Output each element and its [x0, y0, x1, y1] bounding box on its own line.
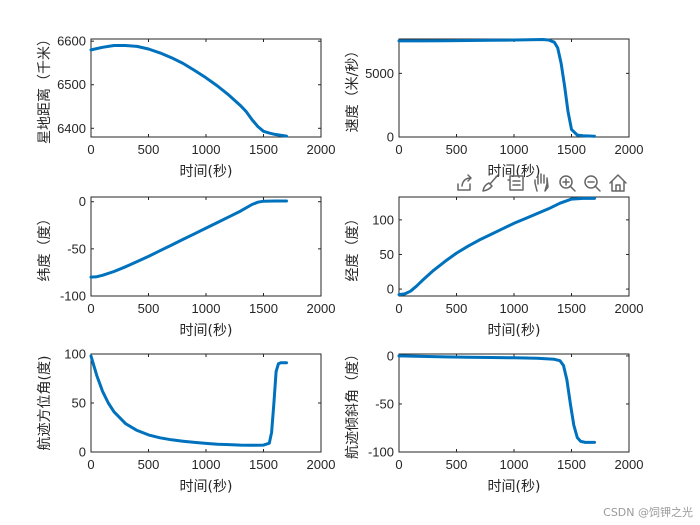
x-tick-label: 1500	[557, 142, 586, 157]
x-tick-label: 2000	[615, 142, 644, 157]
x-tick-label: 0	[395, 142, 402, 157]
series-line-1	[89, 354, 288, 447]
home-icon[interactable]	[607, 172, 629, 194]
x-tick-label: 1000	[500, 457, 529, 472]
x-axis-label: 时间(秒)	[180, 323, 233, 339]
x-tick-label: 2000	[307, 457, 336, 472]
y-tick-label: -50	[375, 396, 394, 411]
y-axis-label: 速度（米/秒）	[345, 44, 361, 133]
y-axis-label: 航迹方位角(度)	[37, 356, 53, 451]
x-axis-label: 时间(秒)	[180, 479, 233, 495]
plot-box	[90, 38, 322, 138]
y-tick-label: 100	[64, 347, 86, 362]
series-line-1	[397, 196, 596, 297]
plot-box	[90, 196, 322, 297]
y-tick-label: 0	[79, 445, 86, 460]
y-tick-label: 0	[387, 348, 394, 363]
x-tick-label: 500	[446, 301, 468, 316]
x-tick-label: 1000	[192, 457, 221, 472]
x-axis-label: 时间(秒)	[180, 164, 233, 180]
series-line-1	[397, 38, 596, 138]
subplot-2[interactable]: 0 500 1000 1500 2000 0 5000 时间(秒) 速度（米/秒）	[345, 38, 644, 180]
x-tick-label: 500	[138, 301, 160, 316]
x-axis-label: 时间(秒)	[488, 164, 541, 180]
y-tick-label: 6600	[57, 34, 86, 49]
zoom-in-icon[interactable]	[556, 172, 578, 194]
y-tick-label: 0	[79, 194, 86, 209]
x-axis-label: 时间(秒)	[488, 479, 541, 495]
subplot-1[interactable]: 0 500 1000 1500 2000 6400 6500 6600 时间(秒) 星地距离（千米…	[36, 32, 335, 180]
x-tick-label: 1000	[500, 301, 529, 316]
y-tick-label: 6500	[57, 77, 86, 92]
x-tick-label: 500	[446, 142, 468, 157]
y-tick-label: -100	[60, 289, 86, 304]
x-tick-label: 2000	[307, 142, 336, 157]
x-tick-label: 1500	[557, 457, 586, 472]
x-tick-label: 1000	[192, 301, 221, 316]
subplot-5[interactable]: 0 500 1000 1500 2000 0 50 100 时间(秒) 航迹方位角(度)	[37, 347, 335, 496]
x-tick-label: 1500	[557, 301, 586, 316]
y-tick-label: -100	[368, 445, 394, 460]
pan-icon[interactable]	[531, 172, 553, 194]
x-tick-label: 0	[395, 457, 402, 472]
y-axis-label: 星地距离（千米）	[36, 32, 53, 144]
x-tick-label: 0	[395, 301, 402, 316]
y-tick-label: 0	[387, 282, 394, 297]
x-tick-label: 1000	[192, 142, 221, 157]
series-line-1	[89, 44, 288, 138]
series-line-1	[397, 354, 596, 444]
subplot-4[interactable]: 0 500 1000 1500 2000 0 50 100 时间(秒) 经度（度）	[345, 196, 644, 339]
subplot-3[interactable]: 0 500 1000 1500 2000 -100 -50 0 时间(秒) 纬度（度）	[37, 194, 335, 339]
x-tick-label: 0	[87, 142, 94, 157]
x-tick-label: 500	[138, 142, 160, 157]
plot-box	[398, 38, 630, 138]
plot-box	[398, 196, 630, 297]
data-tips-icon[interactable]	[505, 172, 527, 194]
plot-box	[398, 353, 630, 453]
subplot-6[interactable]: 0 500 1000 1500 2000 -100 -50 0 时间(秒) 航迹倾斜角（度）	[345, 347, 643, 495]
export-icon[interactable]	[454, 172, 476, 194]
y-tick-label: -50	[67, 241, 86, 256]
y-tick-label: 50	[72, 396, 86, 411]
x-tick-label: 500	[138, 457, 160, 472]
axes-toolbar[interactable]	[454, 172, 629, 194]
x-tick-label: 0	[87, 457, 94, 472]
y-tick-label: 50	[380, 247, 394, 262]
watermark: CSDN @饲钾之光	[603, 505, 693, 519]
x-tick-label: 1000	[500, 142, 529, 157]
x-tick-label: 1500	[249, 301, 278, 316]
x-tick-label: 2000	[307, 301, 336, 316]
y-tick-label: 100	[372, 212, 394, 227]
x-axis-label: 时间(秒)	[488, 323, 541, 339]
x-tick-label: 2000	[615, 301, 644, 316]
y-tick-label: 6400	[57, 121, 86, 136]
x-tick-label: 0	[87, 301, 94, 316]
y-tick-label: 5000	[365, 66, 394, 81]
x-tick-label: 2000	[615, 457, 644, 472]
x-tick-label: 1500	[249, 142, 278, 157]
y-axis-label: 航迹倾斜角（度）	[345, 347, 361, 459]
series-line-1	[89, 199, 288, 279]
zoom-out-icon[interactable]	[581, 172, 603, 194]
y-axis-label: 经度（度）	[345, 212, 361, 282]
y-tick-label: 0	[387, 130, 394, 145]
plot-box	[90, 353, 322, 453]
brush-icon[interactable]	[480, 172, 502, 194]
y-axis-label: 纬度（度）	[37, 212, 53, 282]
x-tick-label: 500	[446, 457, 468, 472]
x-tick-label: 1500	[249, 457, 278, 472]
